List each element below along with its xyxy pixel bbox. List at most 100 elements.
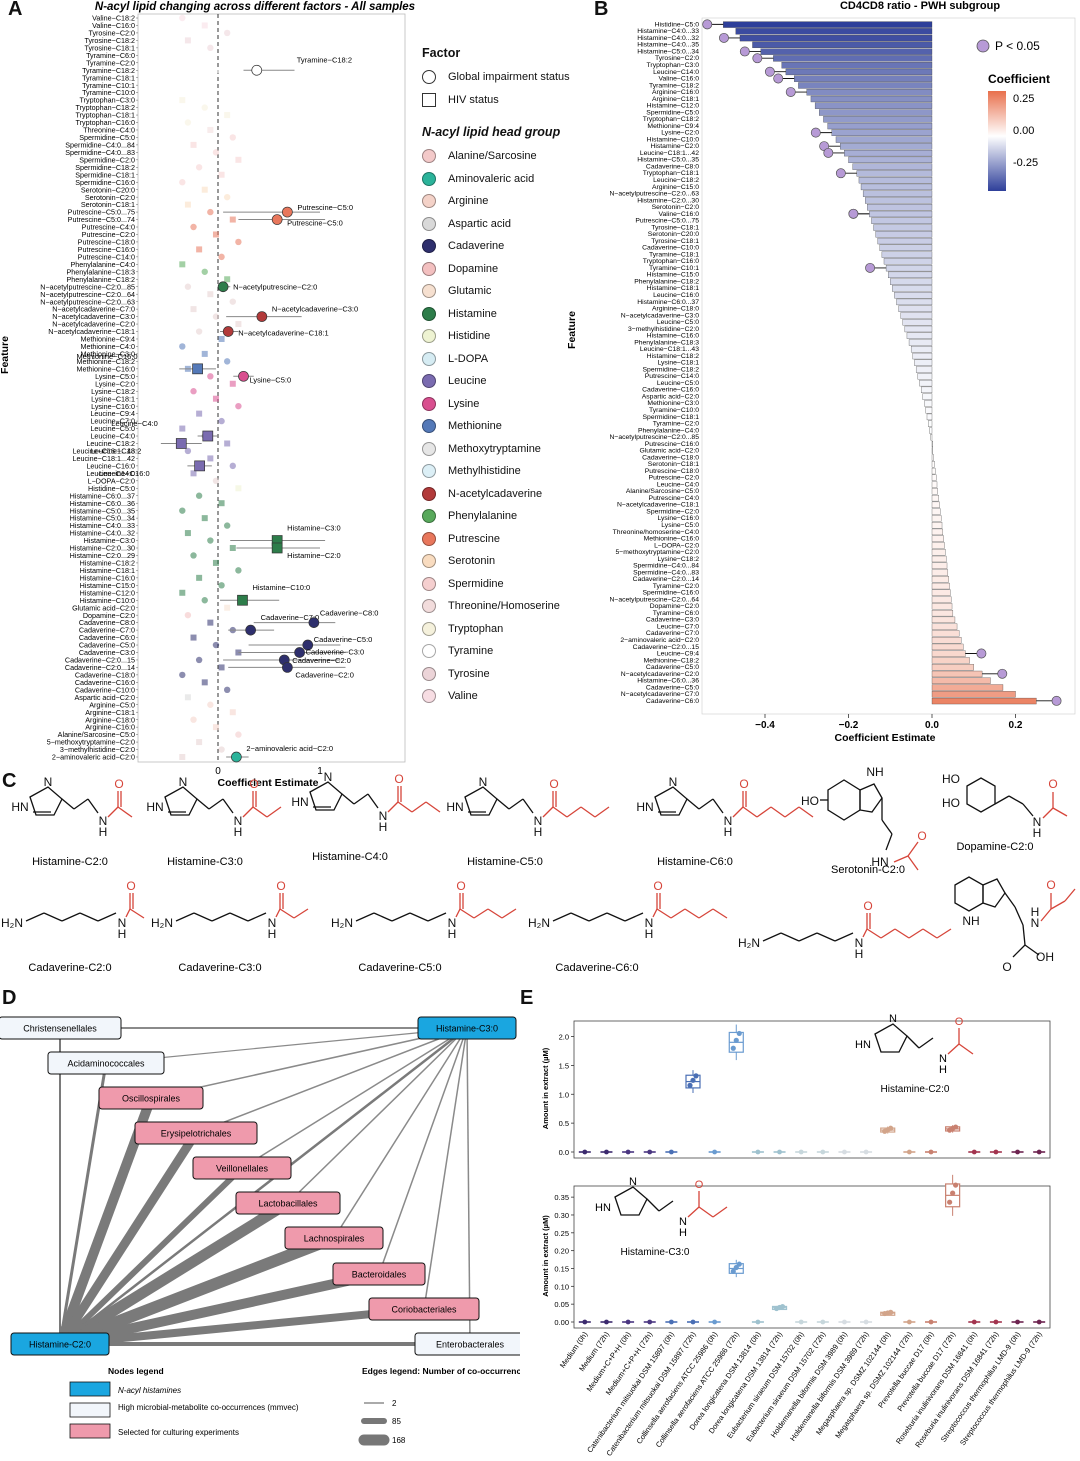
e-compound-name: Histamine-C3:0	[621, 1247, 690, 1258]
a-feature-label: Leucine−C4:0	[90, 432, 135, 441]
a-faint-point	[235, 731, 242, 738]
a-faint-point	[201, 104, 208, 111]
atom-label: N	[99, 814, 108, 828]
b-bar	[902, 319, 933, 326]
b-category-label: Histamine−C18:1	[647, 285, 700, 292]
a-faint-point	[179, 97, 186, 104]
b-category-label: Putrescine−C18:0	[645, 468, 699, 475]
group-legend-title: N-acyl lipid head group	[422, 125, 561, 139]
b-bar	[810, 95, 933, 103]
b-sig-point	[785, 87, 796, 97]
bond	[658, 1200, 674, 1212]
a-faint-point	[212, 641, 220, 649]
a-highlight-label: N−acetylputrescine−C2:0	[233, 283, 317, 292]
b-category-label: Glutamic acid−C2:0	[640, 448, 700, 455]
b-bar	[915, 366, 933, 373]
b-legend-bg	[970, 32, 1072, 197]
group-swatch-icon	[422, 621, 436, 636]
group-legend-label: Tyrosine	[448, 667, 490, 680]
a-faint-point	[229, 709, 236, 716]
b-bar	[806, 89, 933, 96]
e-ytick-label: 0.30	[554, 1211, 569, 1220]
b-bar	[931, 603, 953, 610]
b-bar	[931, 555, 947, 563]
a-feature-label: 2−aminovaleric acid−C2:0	[52, 753, 135, 762]
bond	[341, 793, 355, 805]
a-faint-point	[179, 671, 186, 679]
atom-label: HN	[871, 855, 888, 869]
atom-label: H	[724, 825, 733, 839]
b-category-label: Phenylalanine−C18:2	[634, 278, 699, 285]
group-swatch-icon	[422, 351, 436, 366]
a-faint-point	[196, 410, 203, 417]
atom-label: O	[1002, 960, 1011, 974]
a-feature-label: Leucine−C14:0	[86, 469, 135, 478]
group-legend-item: Spermidine	[422, 573, 582, 596]
a-highlight-label: Histamine−C2:0	[287, 551, 341, 560]
b-category-label: Leucine−C16:0	[653, 292, 699, 299]
a-feature-label: Histamine−C18:1	[80, 566, 135, 575]
a-feature-label: Methionine−C3:0	[80, 350, 135, 359]
a-feature-label: Histamine−C15:0	[80, 581, 135, 590]
bond	[87, 798, 99, 814]
legend-swatch-histamine	[69, 1381, 111, 1397]
b-category-label: Lysine−C18:1	[657, 360, 699, 367]
b-category-label: Leucine−C5:0	[657, 380, 699, 387]
e-point	[604, 1149, 609, 1155]
e-point	[928, 1149, 934, 1155]
atom-label: O	[249, 777, 258, 791]
a-faint-point	[201, 515, 208, 522]
panel-c-label: C	[2, 770, 17, 792]
group-swatch-icon	[422, 599, 436, 614]
compound-name: Cadaverine-C2:0	[28, 962, 111, 974]
b-category-label: Cadaverine−C5:0	[646, 664, 699, 671]
atom-label: O	[276, 879, 285, 893]
b-bar	[931, 549, 946, 556]
a-highlight-point	[282, 662, 293, 673]
atom-label: N	[645, 916, 654, 930]
atom-label: N	[324, 770, 333, 784]
group-swatch-icon	[422, 284, 436, 299]
b-sig-point	[764, 66, 775, 77]
a-faint-point	[218, 582, 225, 589]
nodes-legend-item: N-acyl histamines	[118, 1386, 181, 1395]
bond	[994, 795, 1010, 805]
b-category-label: Spermidine−C2:0	[646, 508, 699, 515]
atom-label: N	[679, 1216, 687, 1228]
b-bar	[888, 271, 933, 279]
b-category-label: N−acetylputrescine−C2:0...63	[609, 191, 699, 198]
atom-label: HO	[942, 796, 960, 810]
b-bar	[926, 413, 933, 421]
b-bar	[924, 400, 933, 407]
b-bar	[928, 420, 933, 427]
atom-label: H	[1031, 905, 1040, 919]
a-faint-point	[184, 530, 191, 537]
group-legend-label: Lysine	[448, 397, 480, 410]
group-legend-item: Lysine	[422, 393, 582, 416]
a-feature-label: Leucine−C18:1...42	[72, 454, 135, 463]
a-feature-label: Cadaverine−C7:0	[79, 626, 135, 635]
a-faint-point	[201, 597, 208, 604]
a-feature-label: Threonine−C4:0	[83, 126, 135, 135]
a-faint-point	[196, 82, 203, 89]
b-category-label: Tyramine−C2:0	[653, 583, 699, 590]
a-feature-label: Putrescine−C5:0...74	[68, 215, 135, 224]
e-plot-frame	[573, 1020, 1051, 1159]
acyl-bond	[473, 908, 489, 919]
a-feature-label: Arginine−C18:0	[85, 715, 135, 724]
bond	[834, 932, 854, 942]
a-faint-point	[179, 343, 186, 350]
b-bar	[781, 62, 933, 69]
a-feature-label: Tryptophan−C3:0	[80, 96, 135, 105]
group-legend-label: N-acetylcadaverine	[448, 487, 543, 500]
bond	[1004, 892, 1016, 908]
a-highlight-point	[271, 214, 283, 225]
b-bar	[819, 109, 933, 116]
bond	[353, 793, 369, 805]
atom-label: N	[939, 1053, 947, 1065]
a-feature-label: Aspartic acid−C2:0	[74, 693, 135, 702]
group-legend-item: N-acetylcadaverine	[422, 483, 582, 506]
b-bar	[922, 393, 933, 400]
acyl-bond	[784, 806, 800, 818]
a-faint-point	[235, 485, 242, 492]
